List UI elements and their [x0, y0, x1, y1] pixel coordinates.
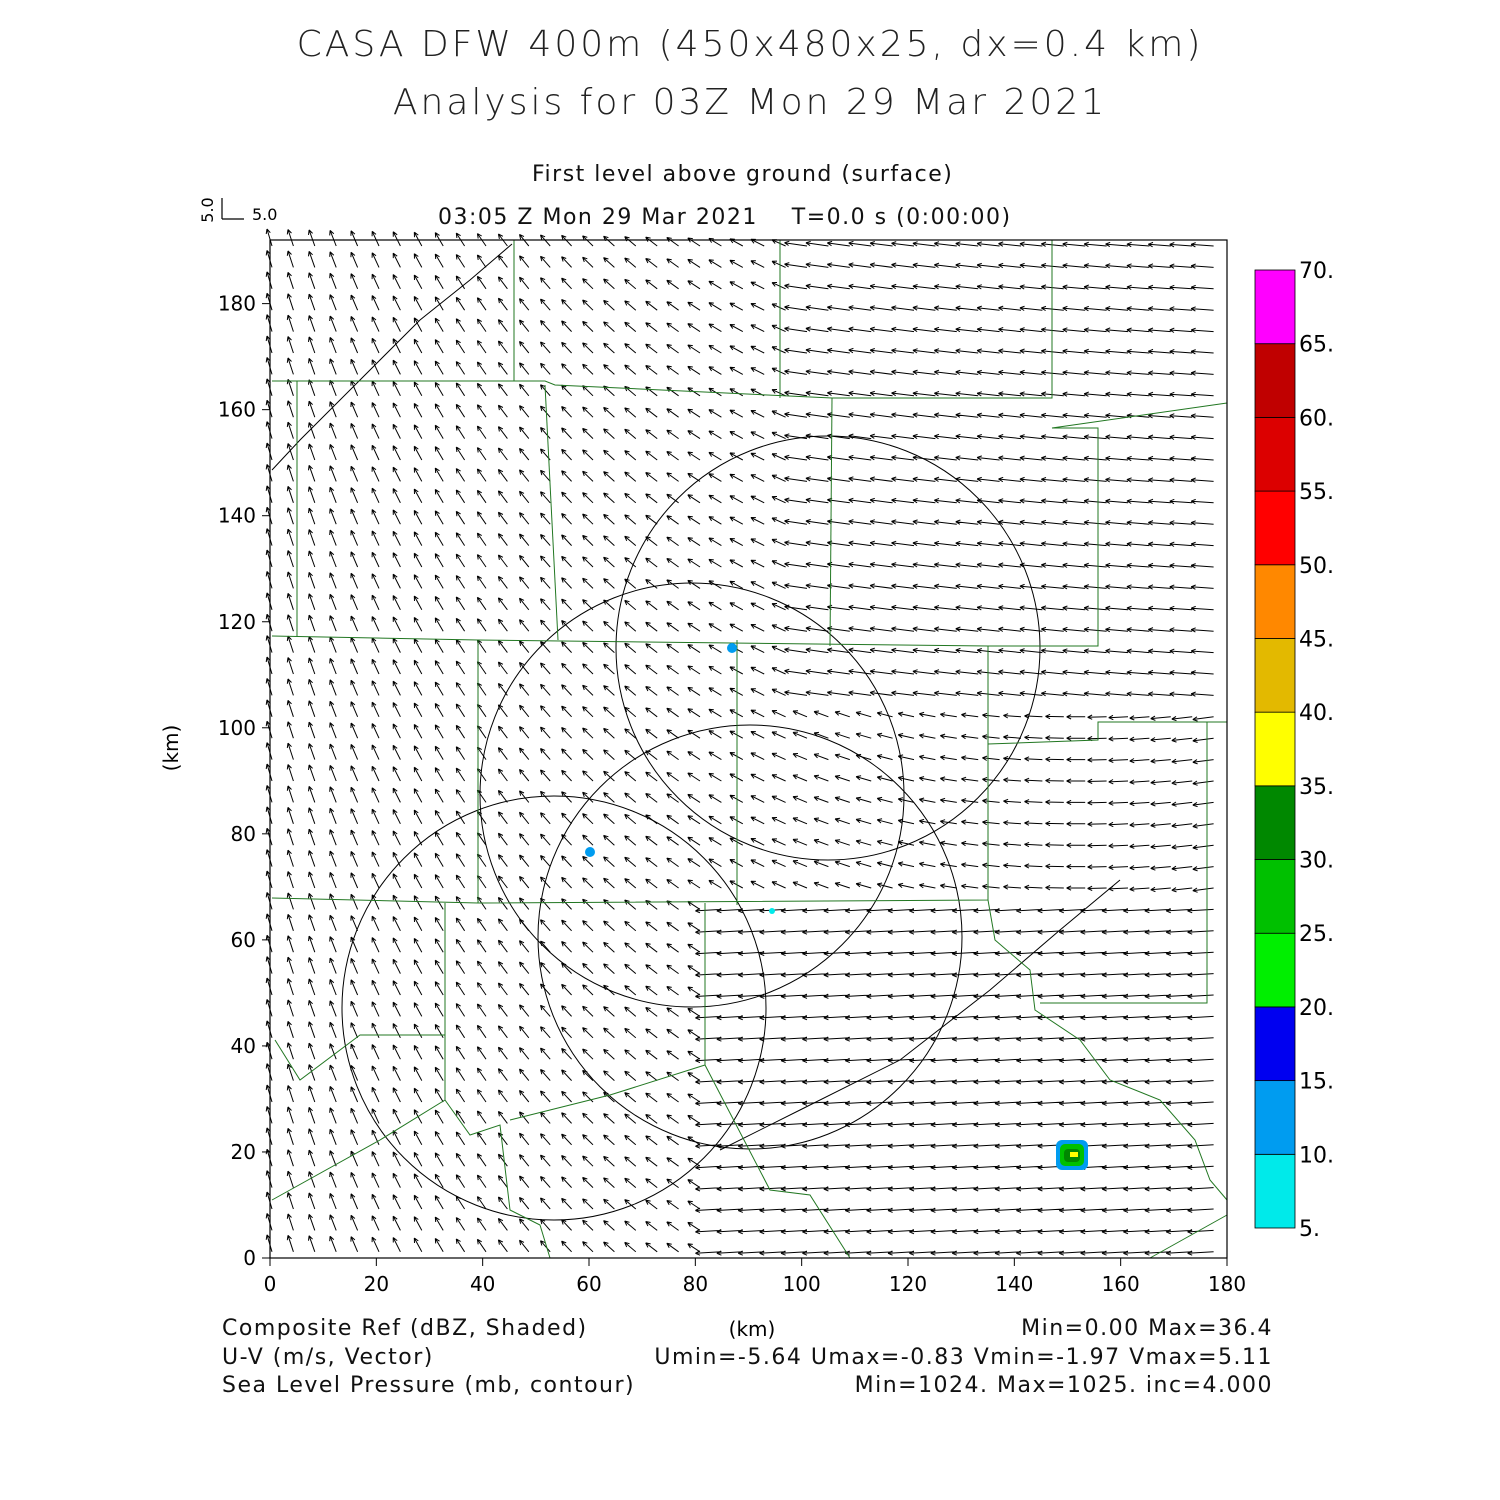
colorbar-label: 15.: [1299, 1070, 1334, 1095]
county-line: [274, 903, 446, 1081]
title-line-1: CASA DFW 400m (450x480x25, dx=0.4 km): [296, 24, 1204, 65]
county-line: [704, 1064, 851, 1259]
county-boundaries: [271, 240, 1228, 1259]
county-line: [829, 397, 833, 647]
colorbar-swatch: [1254, 490, 1296, 566]
colorbar-swatch: [1254, 932, 1296, 1008]
colorbar-label: 35.: [1299, 775, 1334, 800]
wind-vectors: [265, 228, 1214, 1256]
y-tick-label: 120: [218, 610, 256, 634]
footer-field1: Composite Ref (dBZ, Shaded): [222, 1316, 588, 1341]
x-tick-label: 120: [889, 1272, 927, 1296]
y-axis-unit: (km): [159, 725, 183, 772]
colorbar-swatch: [1254, 1006, 1296, 1082]
colorbar-label: 20.: [1299, 996, 1334, 1021]
y-tick-label: 20: [231, 1140, 256, 1164]
colorbar-swatch: [1254, 564, 1296, 639]
y-tick-label: 60: [231, 928, 256, 952]
colorbar-label: 30.: [1299, 849, 1334, 874]
footer-field1-stats: Min=0.00 Max=36.4: [1021, 1316, 1273, 1341]
x-tick-label: 80: [683, 1272, 708, 1296]
y-tick-label: 0: [243, 1246, 256, 1270]
colorbar-swatch: [1254, 785, 1296, 860]
y-tick-label: 140: [218, 504, 256, 528]
county-line: [272, 240, 1053, 399]
county-line: [1040, 722, 1208, 1004]
colorbar-label: 25.: [1299, 922, 1334, 947]
y-tick-label: 40: [231, 1034, 256, 1058]
plot-frame: [269, 239, 1228, 1259]
ref-vector-x-label: 5.0: [252, 205, 277, 224]
echo-cell: [769, 908, 775, 914]
boundary-line: [271, 243, 513, 471]
radar-ring: [341, 795, 767, 1221]
colorbar-swatch: [1254, 343, 1296, 418]
x-tick-label: 20: [364, 1272, 389, 1296]
radar-ring: [537, 724, 963, 1150]
footer-field2: U-V (m/s, Vector): [222, 1345, 434, 1370]
colorbar-swatch: [1254, 269, 1296, 345]
x-tick-label: 40: [470, 1272, 495, 1296]
valid-time-label: 03:05 Z Mon 29 Mar 2021 T=0.0 s (0:00:00…: [438, 205, 1012, 230]
x-tick-label: 100: [783, 1272, 821, 1296]
county-line: [509, 903, 706, 1121]
colorbar-label: 55.: [1299, 480, 1334, 505]
county-line: [444, 1099, 551, 1259]
county-line: [271, 646, 989, 904]
radar-range-rings: [271, 243, 1121, 1221]
y-tick-label: 160: [218, 398, 256, 422]
footer-field2-stats: Umin=-5.64 Umax=-0.83 Vmin=-1.97 Vmax=5.…: [654, 1345, 1273, 1370]
x-axis-unit: (km): [729, 1317, 776, 1341]
x-tick-label: 140: [995, 1272, 1033, 1296]
footer-field3: Sea Level Pressure (mb, contour): [222, 1373, 636, 1398]
x-tick-label: 0: [264, 1272, 277, 1296]
county-line: [544, 384, 559, 641]
y-axis: 0 20 40 60 80 100 120 140 160 180: [218, 292, 270, 1270]
ref-vector-y-label: 5.0: [198, 197, 217, 222]
colorbar-swatch: [1254, 638, 1296, 713]
county-line: [1149, 1214, 1228, 1259]
colorbar-swatch: [1254, 711, 1296, 787]
level-label: First level above ground (surface): [532, 162, 954, 187]
colorbar-label: 60.: [1299, 406, 1334, 431]
county-line: [987, 899, 1228, 1201]
x-tick-label: 60: [576, 1272, 601, 1296]
footer-field3-stats: Min=1024. Max=1025. inc=4.000: [854, 1373, 1273, 1398]
colorbar-swatch: [1254, 859, 1296, 934]
colorbar-label: 45.: [1299, 627, 1334, 652]
reference-vector: [221, 198, 244, 220]
title-line-2: Analysis for 03Z Mon 29 Mar 2021: [392, 82, 1108, 123]
colorbar-label: 40.: [1299, 701, 1334, 726]
county-line: [271, 1035, 446, 1201]
colorbar-swatch: [1254, 416, 1296, 492]
x-tick-label: 160: [1102, 1272, 1140, 1296]
x-tick-label: 180: [1208, 1272, 1246, 1296]
wind-vector-field: [265, 228, 1214, 1256]
colorbar: 5. 10. 15. 20. 25. 30. 35. 40. 45. 50. 55. 60. 65. 70…: [1254, 259, 1334, 1242]
y-tick-label: 180: [218, 292, 256, 316]
radar-ring: [479, 582, 905, 1008]
colorbar-swatch: [1254, 1153, 1296, 1229]
y-tick-label: 80: [231, 822, 256, 846]
colorbar-label: 50.: [1299, 554, 1334, 579]
y-tick-label: 100: [218, 716, 256, 740]
colorbar-label: 65.: [1299, 333, 1334, 358]
county-line: [987, 721, 1227, 745]
boundary-line: [719, 879, 1121, 1151]
echo-cell: [585, 847, 595, 857]
colorbar-label: 10.: [1299, 1143, 1334, 1168]
colorbar-label: 5.: [1299, 1217, 1320, 1242]
echo-cell: [727, 643, 737, 653]
reflectivity-echoes: [585, 643, 1088, 1170]
radar-ring: [615, 435, 1041, 861]
x-axis: 0 20 40 60 80 100 120 140 160 180: [264, 1258, 1246, 1296]
colorbar-label: 70.: [1299, 259, 1334, 284]
colorbar-swatch: [1254, 1080, 1296, 1155]
echo-cell-peak: [1070, 1152, 1078, 1157]
